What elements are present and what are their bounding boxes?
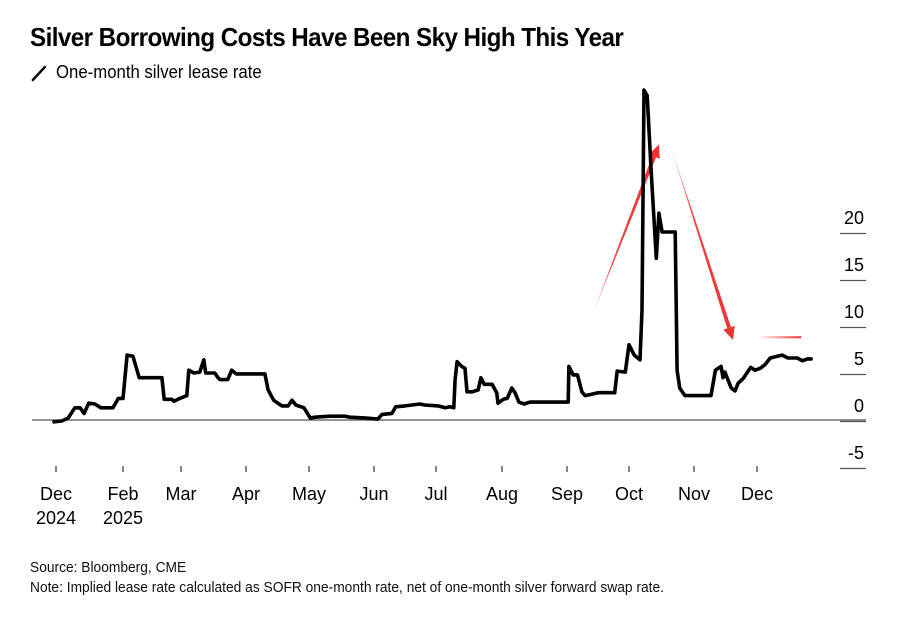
x-tick-label: Apr [232,484,260,504]
y-tick-label: 5 [854,349,864,369]
x-tick-label: Dec [40,484,72,504]
source-note: Source: Bloomberg, CME [30,560,187,576]
y-tick-label: 15 [844,255,864,275]
legend-label: One-month silver lease rate [56,62,262,82]
x-tick-year-label: 2025 [103,508,143,528]
methodology-note: Note: Implied lease rate calculated as S… [30,580,664,596]
x-tick-label: Feb [107,484,138,504]
chart-title: Silver Borrowing Costs Have Been Sky Hig… [30,22,624,52]
x-tick-label: Mar [166,484,197,504]
series-line-silver-lease-rate [52,88,813,424]
y-tick-label: -5 [848,443,864,463]
x-tick-label: Nov [678,484,710,504]
y-axis: 20 15 10 5 0 -5 [840,208,866,470]
annotation-arrow-shaft [589,155,657,322]
x-axis: Dec 2024 Feb 2025 Mar Apr May Jun Jul Aug Sep Oct No… [36,466,773,528]
x-tick-label: Sep [551,484,583,504]
y-tick-label: 20 [844,208,864,228]
x-tick-label: Jul [424,484,447,504]
line-series-icon [31,65,47,81]
y-tick-label: 10 [844,302,864,322]
annotation-arrow-shaft [668,138,731,329]
x-tick-year-label: 2024 [36,508,76,528]
x-tick-label: Jun [359,484,388,504]
legend: One-month silver lease rate [30,62,262,83]
x-tick-label: Aug [486,484,518,504]
annotation-arrow-head [723,325,735,341]
annotations [589,138,802,341]
x-tick-label: Oct [615,484,643,504]
y-tick-label: 0 [854,396,864,416]
x-tick-label: Dec [741,484,773,504]
x-tick-label: May [292,484,326,504]
